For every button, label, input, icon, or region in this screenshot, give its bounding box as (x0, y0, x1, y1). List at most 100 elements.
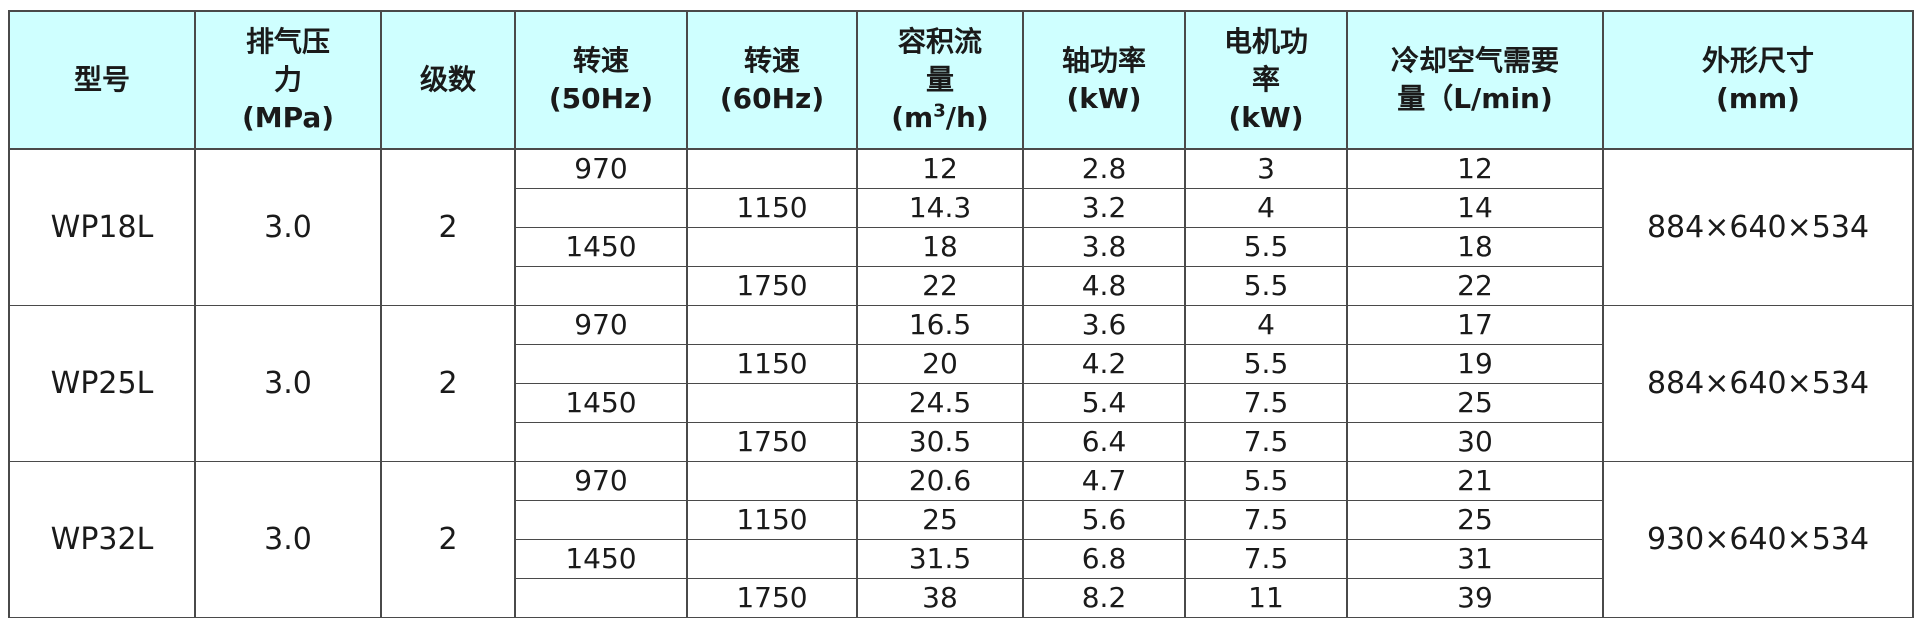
dimensions-cell: 930×640×534 (1602, 461, 1914, 618)
table-row: 1450 31.5 6.8 7.5 31 (9, 539, 1913, 579)
motor-power-cell: 7.5 (1184, 500, 1348, 540)
speed-50hz-cell: 1450 (514, 539, 688, 579)
shaft-power-cell: 4.8 (1022, 266, 1186, 306)
motor-power-cell: 4 (1184, 305, 1348, 345)
speed-50hz-cell: 970 (514, 305, 688, 345)
flow-cell: 20.6 (856, 461, 1024, 501)
header-stages: 级数 (380, 10, 516, 150)
header-shaft-power: 轴功率 (kW) (1022, 10, 1186, 150)
header-model: 型号 (8, 10, 196, 150)
speed-50hz-cell (514, 188, 688, 228)
speed-50hz-cell: 970 (514, 148, 688, 189)
speed-60hz-cell: 1750 (686, 266, 858, 306)
speed-60hz-cell: 1750 (686, 578, 858, 618)
motor-power-cell: 4 (1184, 188, 1348, 228)
motor-power-cell: 7.5 (1184, 383, 1348, 423)
model-cell: WP32L (8, 461, 196, 618)
pressure-cell: 3.0 (194, 461, 382, 618)
cooling-air-cell: 31 (1346, 539, 1604, 579)
header-volume-flow: 容积流 量 (m3/h) (856, 10, 1024, 150)
cooling-air-cell: 18 (1346, 227, 1604, 267)
table-row: WP25L 3.0 2 970 16.5 3.6 4 17 884×640×53… (8, 305, 1914, 462)
header-motor-power: 电机功 率 (kW) (1184, 10, 1348, 150)
table-row: WP32L 3.0 2 970 20.6 4.7 5.5 21 930×640×… (8, 461, 1914, 618)
speed-50hz-cell (514, 578, 688, 618)
shaft-power-cell: 3.6 (1022, 305, 1186, 345)
cooling-air-cell: 12 (1346, 148, 1604, 189)
dimensions-cell: 884×640×534 (1602, 305, 1914, 462)
speed-60hz-cell (686, 539, 858, 579)
cooling-air-cell: 25 (1346, 383, 1604, 423)
cooling-air-cell: 25 (1346, 500, 1604, 540)
table-row: 1750 22 4.8 5.5 22 (9, 266, 1913, 306)
table-row: 1750 30.5 6.4 7.5 30 (9, 422, 1913, 462)
table-row: 1150 25 5.6 7.5 25 (9, 500, 1913, 540)
flow-cell: 24.5 (856, 383, 1024, 423)
motor-power-cell: 7.5 (1184, 539, 1348, 579)
shaft-power-cell: 3.8 (1022, 227, 1186, 267)
stages-cell: 2 (380, 461, 516, 618)
header-dimensions: 外形尺寸 (mm) (1602, 10, 1914, 150)
speed-60hz-cell: 1150 (686, 188, 858, 228)
header-row: 型号 排气压 力 (MPa) 级数 转速 (50Hz) 转速 (60Hz) 容积… (8, 10, 1914, 150)
speed-50hz-cell: 1450 (514, 383, 688, 423)
speed-50hz-cell (514, 266, 688, 306)
speed-50hz-cell: 970 (514, 461, 688, 501)
motor-power-cell: 7.5 (1184, 422, 1348, 462)
header-pressure: 排气压 力 (MPa) (194, 10, 382, 150)
speed-60hz-cell (686, 461, 858, 501)
speed-50hz-cell: 1450 (514, 227, 688, 267)
speed-60hz-cell: 1150 (686, 344, 858, 384)
flow-cell: 25 (856, 500, 1024, 540)
cooling-air-cell: 30 (1346, 422, 1604, 462)
header-speed-50hz: 转速 (50Hz) (514, 10, 688, 150)
speed-60hz-cell: 1150 (686, 500, 858, 540)
table-row: WP18L 3.0 2 970 12 2.8 3 12 884×640×534 (8, 148, 1914, 306)
stages-cell: 2 (380, 148, 516, 306)
flow-cell: 30.5 (856, 422, 1024, 462)
flow-cell: 31.5 (856, 539, 1024, 579)
pressure-cell: 3.0 (194, 305, 382, 462)
flow-cell: 38 (856, 578, 1024, 618)
table-row: 1150 20 4.2 5.5 19 (9, 344, 1913, 384)
motor-power-cell: 5.5 (1184, 344, 1348, 384)
shaft-power-cell: 8.2 (1022, 578, 1186, 618)
flow-cell: 22 (856, 266, 1024, 306)
speed-60hz-cell (686, 305, 858, 345)
shaft-power-cell: 6.4 (1022, 422, 1186, 462)
motor-power-cell: 5.5 (1184, 461, 1348, 501)
cooling-air-cell: 14 (1346, 188, 1604, 228)
motor-power-cell: 11 (1184, 578, 1348, 618)
model-cell: WP25L (8, 305, 196, 462)
cooling-air-cell: 17 (1346, 305, 1604, 345)
speed-60hz-cell (686, 383, 858, 423)
speed-60hz-cell (686, 148, 858, 189)
motor-power-cell: 3 (1184, 148, 1348, 189)
stages-cell: 2 (380, 305, 516, 462)
shaft-power-cell: 4.7 (1022, 461, 1186, 501)
pressure-cell: 3.0 (194, 148, 382, 306)
cooling-air-cell: 19 (1346, 344, 1604, 384)
shaft-power-cell: 5.6 (1022, 500, 1186, 540)
model-cell: WP18L (8, 148, 196, 306)
flow-cell: 12 (856, 148, 1024, 189)
table-row: 1450 18 3.8 5.5 18 (9, 227, 1913, 267)
flow-cell: 14.3 (856, 188, 1024, 228)
speed-50hz-cell (514, 500, 688, 540)
compressor-spec-table: 型号 排气压 力 (MPa) 级数 转速 (50Hz) 转速 (60Hz) 容积… (8, 10, 1914, 618)
speed-60hz-cell (686, 227, 858, 267)
motor-power-cell: 5.5 (1184, 227, 1348, 267)
header-speed-60hz: 转速 (60Hz) (686, 10, 858, 150)
shaft-power-cell: 4.2 (1022, 344, 1186, 384)
shaft-power-cell: 6.8 (1022, 539, 1186, 579)
speed-60hz-cell: 1750 (686, 422, 858, 462)
motor-power-cell: 5.5 (1184, 266, 1348, 306)
flow-cell: 18 (856, 227, 1024, 267)
dimensions-cell: 884×640×534 (1602, 148, 1914, 306)
header-cooling-air: 冷却空气需要 量（L/min) (1346, 10, 1604, 150)
cooling-air-cell: 21 (1346, 461, 1604, 501)
cooling-air-cell: 22 (1346, 266, 1604, 306)
flow-cell: 20 (856, 344, 1024, 384)
shaft-power-cell: 3.2 (1022, 188, 1186, 228)
